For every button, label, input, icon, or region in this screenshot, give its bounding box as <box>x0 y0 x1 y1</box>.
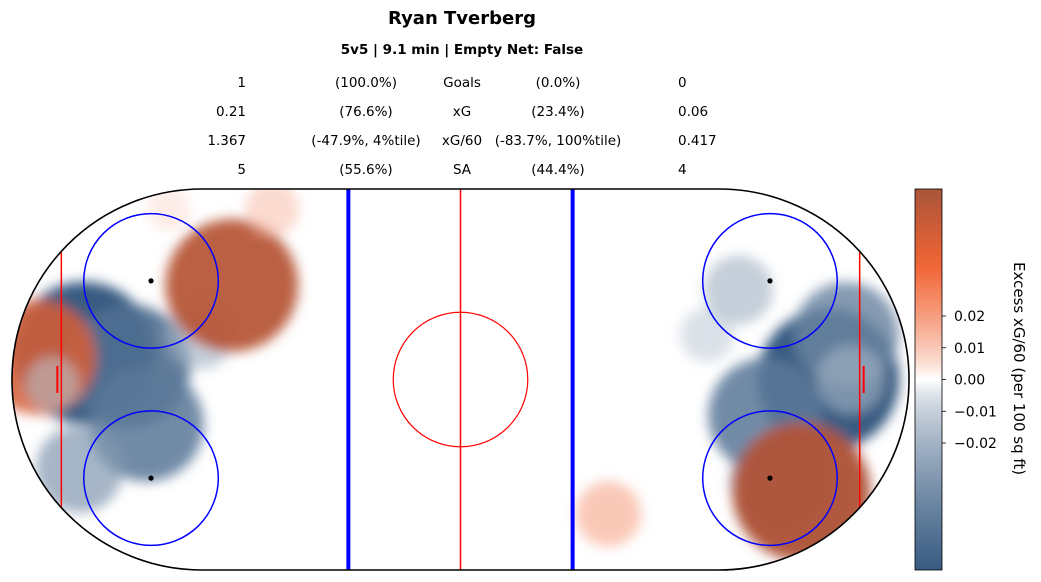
stat-right-value: 0.417 <box>678 133 717 149</box>
colorbar-tick-label: −0.01 <box>954 404 997 420</box>
heat-blob <box>245 189 300 237</box>
stat-right-value: 0 <box>678 75 687 91</box>
stat-right-pct: (44.4%) <box>531 162 585 178</box>
colorbar-label: Excess xG/60 (per 100 sq ft) <box>1010 262 1028 476</box>
stat-right-value: 4 <box>678 162 687 178</box>
stat-right-pct: (23.4%) <box>531 104 585 120</box>
stat-left-pct: (76.6%) <box>339 104 393 120</box>
faceoff-dot <box>767 278 773 284</box>
heat-blob <box>25 356 80 411</box>
colorbar-ticks: 0.02 0.01 0.00 −0.01 −0.02 <box>942 309 997 452</box>
stat-label: xG <box>452 104 472 120</box>
stat-right-pct: (0.0%) <box>535 75 581 91</box>
colorbar: 0.02 0.01 0.00 −0.01 −0.02 <box>914 188 997 571</box>
faceoff-circle <box>83 212 220 349</box>
chart-title: Ryan Tverberg <box>388 8 536 29</box>
faceoff-circle <box>701 410 838 547</box>
stat-right-value: 0.06 <box>678 104 709 120</box>
heat-blob <box>732 422 871 561</box>
stat-left-value: 1.367 <box>207 133 246 149</box>
faceoff-dot <box>148 475 154 481</box>
heat-blob <box>147 189 191 231</box>
heat-blob <box>576 481 642 547</box>
heat-blob <box>680 307 735 362</box>
colorbar-tick-label: −0.02 <box>954 436 997 452</box>
rink-boards <box>11 188 910 571</box>
stat-left-value: 0.21 <box>215 104 246 120</box>
colorbar-tick-label: 0.02 <box>954 309 985 325</box>
center-circle <box>392 311 529 448</box>
stat-left-pct: (100.0%) <box>334 75 397 91</box>
heat-blob <box>35 425 123 513</box>
colorbar-gradient <box>914 188 943 571</box>
stat-label: SA <box>452 162 472 178</box>
stat-left-pct: (55.6%) <box>339 162 393 178</box>
faceoff-dot <box>148 278 154 284</box>
rink-heatmap <box>11 188 910 571</box>
colorbar-tick-label: 0.01 <box>954 341 985 357</box>
stat-label: Goals <box>443 75 481 91</box>
heat-blob <box>165 218 299 352</box>
heatmap-layer <box>12 189 900 561</box>
chart-subtitle: 5v5 | 9.1 min | Empty Net: False <box>340 42 584 58</box>
stat-left-pct: (-47.9%, 4%tile) <box>311 133 421 149</box>
faceoff-circle <box>701 212 838 349</box>
stat-right-pct: (-83.7%, 100%tile) <box>494 133 622 149</box>
colorbar-tick-label: 0.00 <box>954 373 985 389</box>
rink-markings <box>56 189 865 570</box>
heat-blob <box>816 345 886 414</box>
stat-label: xG/60 <box>441 133 483 149</box>
faceoff-circle <box>83 410 220 547</box>
heat-blob <box>704 255 773 325</box>
stat-left-value: 5 <box>237 162 246 178</box>
stat-left-value: 1 <box>237 75 246 91</box>
faceoff-dot <box>767 475 773 481</box>
